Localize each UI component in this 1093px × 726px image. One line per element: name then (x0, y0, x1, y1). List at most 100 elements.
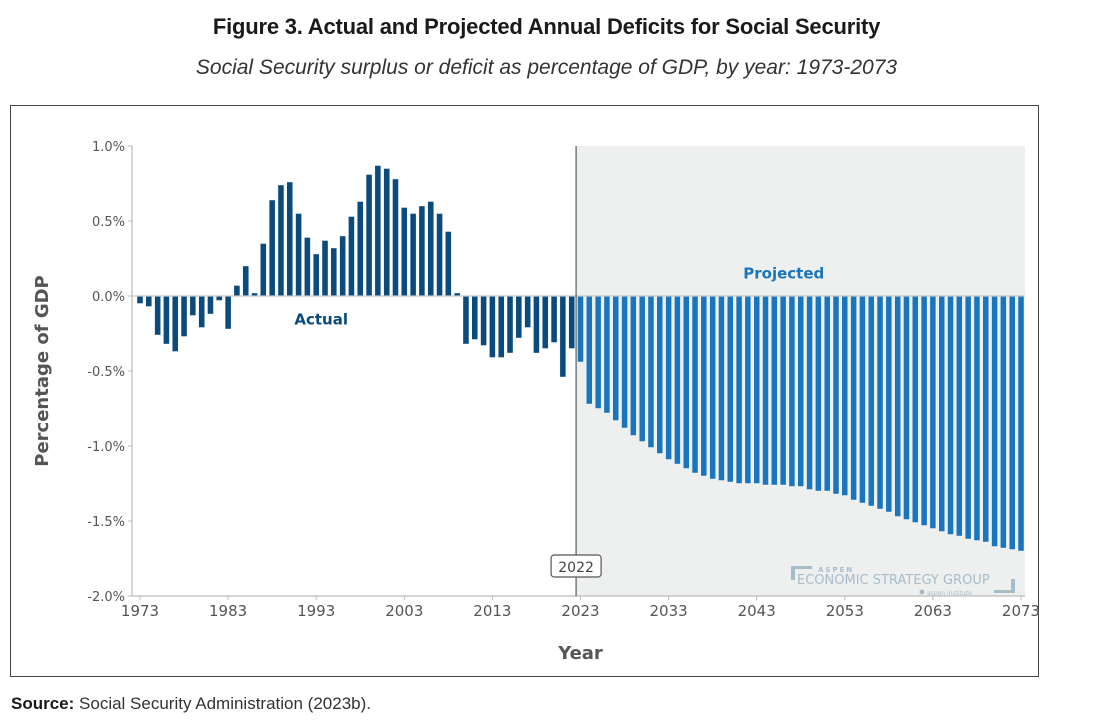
projected-region-label: Projected (743, 265, 824, 283)
bar-projected-2066 (956, 295, 963, 537)
bar-projected-2044 (762, 295, 769, 486)
bar-projected-2069 (982, 295, 989, 543)
bar-projected-2051 (823, 295, 831, 492)
bar-projected-2043 (753, 295, 760, 484)
bar-actual-1985 (242, 265, 249, 297)
logo-top-text: ASPEN (818, 566, 854, 574)
source-note: Source: Social Security Administration (… (11, 694, 371, 714)
bar-actual-2018 (533, 295, 540, 354)
bar-projected-2047 (788, 295, 796, 487)
source-text: Social Security Administration (2023b). (74, 694, 371, 713)
bar-projected-2023 (577, 295, 584, 363)
bar-projected-2042 (744, 295, 752, 484)
bar-projected-2049 (806, 295, 813, 490)
bar-actual-2012 (480, 295, 487, 346)
bar-projected-2028 (621, 295, 628, 429)
bar-projected-2033 (665, 295, 672, 460)
y-tick-label: -1.5% (87, 515, 125, 530)
bar-projected-2041 (735, 295, 743, 484)
bar-projected-2029 (630, 295, 637, 436)
bar-actual-2016 (515, 295, 523, 339)
bar-projected-2072 (1008, 295, 1016, 550)
actual-bars (136, 165, 575, 378)
bar-actual-2020 (550, 295, 558, 343)
chart-frame (10, 105, 1039, 677)
bar-actual-1994 (321, 240, 329, 297)
bar-actual-1990 (286, 181, 293, 297)
bar-actual-1996 (339, 235, 346, 297)
bar-actual-1989 (277, 184, 285, 297)
bar-projected-2039 (718, 295, 725, 481)
bar-projected-2054 (850, 295, 857, 501)
bar-projected-2045 (771, 295, 778, 486)
bar-actual-2011 (471, 295, 478, 340)
y-axis-ticks: 1.0% 0.5% 0.0% -0.5% -1.0% -1.5% -2.0% (87, 140, 132, 605)
x-tick-label: 1973 (121, 602, 159, 620)
bar-projected-2060 (903, 295, 910, 520)
y-axis-title: Percentage of GDP (32, 275, 53, 466)
bar-actual-1984 (233, 285, 241, 297)
bar-actual-1973 (136, 295, 144, 304)
bar-actual-1975 (154, 295, 161, 336)
bar-projected-2031 (647, 295, 655, 448)
bar-projected-2063 (929, 295, 937, 529)
aspen-esg-logo: ASPEN ECONOMIC STRATEGY GROUP aspen inst… (791, 566, 1015, 597)
bar-projected-2050 (815, 295, 822, 492)
bar-actual-1981 (207, 295, 214, 315)
x-tick-label: 2053 (826, 602, 864, 620)
bar-projected-2026 (603, 295, 611, 414)
bar-projected-2046 (779, 295, 787, 486)
bar-projected-2058 (885, 295, 893, 513)
y-tick-label: -1.0% (87, 440, 125, 455)
x-axis-title: Year (557, 643, 603, 664)
x-tick-label: 2043 (738, 602, 776, 620)
bar-projected-2030 (638, 295, 646, 442)
x-tick-label: 1993 (297, 602, 335, 620)
x-tick-label: 2013 (473, 602, 511, 620)
bar-projected-2048 (797, 295, 804, 487)
x-tick-label: 2063 (914, 602, 952, 620)
bar-projected-2040 (727, 295, 734, 483)
bar-actual-1997 (348, 216, 355, 297)
x-tick-label: 2003 (385, 602, 423, 620)
bar-projected-2032 (656, 295, 663, 454)
bar-projected-2034 (674, 295, 681, 465)
bar-actual-2017 (524, 295, 531, 328)
bar-projected-2025 (594, 295, 602, 409)
bar-actual-1979 (189, 295, 197, 316)
bar-actual-2005 (418, 205, 426, 297)
bar-projected-2068 (973, 295, 981, 541)
divider-year-label: 2022 (558, 560, 594, 576)
bar-actual-2015 (506, 295, 514, 354)
bar-projected-2055 (859, 295, 866, 504)
bar-actual-2000 (374, 165, 382, 297)
bar-actual-2003 (401, 207, 408, 297)
bar-projected-2071 (1000, 295, 1007, 549)
bar-projected-2035 (683, 295, 690, 469)
x-tick-label: 2023 (561, 602, 599, 620)
bar-actual-1987 (260, 243, 267, 297)
bar-projected-2059 (894, 295, 901, 517)
bar-projected-2064 (938, 295, 945, 532)
bar-actual-1976 (163, 295, 170, 345)
bar-projected-2052 (832, 295, 840, 495)
logo-bracket-left-icon (791, 566, 812, 580)
logo-bracket-right-icon (994, 579, 1015, 593)
bar-actual-2019 (542, 295, 549, 349)
bar-actual-2006 (427, 201, 434, 297)
bar-projected-2061 (912, 295, 919, 523)
y-tick-label: -0.5% (87, 365, 125, 380)
source-label: Source: (11, 694, 75, 713)
logo-sub-text: aspen institute (927, 590, 972, 597)
bar-projected-2065 (947, 295, 954, 535)
bar-projected-2038 (709, 295, 716, 480)
bar-projected-2073 (1017, 295, 1025, 552)
y-tick-label: 0.0% (92, 290, 125, 305)
bar-actual-1982 (216, 295, 223, 301)
x-tick-label: 1983 (209, 602, 247, 620)
bar-actual-2004 (409, 213, 417, 297)
bar-actual-1974 (145, 295, 153, 307)
bar-projected-2036 (691, 295, 699, 474)
bar-projected-2037 (700, 295, 708, 477)
